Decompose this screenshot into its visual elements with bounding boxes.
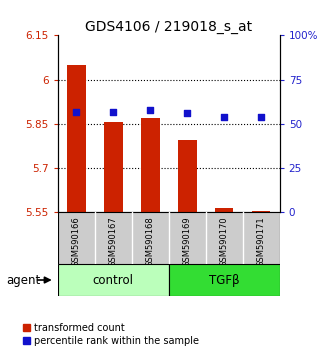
Bar xyxy=(178,140,197,212)
Title: GDS4106 / 219018_s_at: GDS4106 / 219018_s_at xyxy=(85,21,252,34)
Legend: transformed count, percentile rank within the sample: transformed count, percentile rank withi… xyxy=(23,323,199,346)
Text: agent: agent xyxy=(7,274,41,286)
Point xyxy=(221,114,227,120)
Bar xyxy=(169,264,280,296)
Text: GSM590171: GSM590171 xyxy=(257,217,266,267)
Point xyxy=(148,107,153,113)
Text: GSM590168: GSM590168 xyxy=(146,217,155,267)
Point xyxy=(185,110,190,116)
Bar xyxy=(215,208,233,212)
Point xyxy=(111,109,116,114)
Bar xyxy=(252,211,270,212)
Point xyxy=(259,114,264,120)
Text: GSM590167: GSM590167 xyxy=(109,217,118,267)
Text: GSM590166: GSM590166 xyxy=(72,217,81,267)
Bar xyxy=(58,264,169,296)
Bar xyxy=(104,122,122,212)
Bar xyxy=(67,65,86,212)
Text: GSM590170: GSM590170 xyxy=(220,217,229,267)
Bar xyxy=(141,118,160,212)
Text: GSM590169: GSM590169 xyxy=(183,217,192,267)
Point xyxy=(74,109,79,114)
Text: TGFβ: TGFβ xyxy=(209,274,240,286)
Text: control: control xyxy=(93,274,134,286)
